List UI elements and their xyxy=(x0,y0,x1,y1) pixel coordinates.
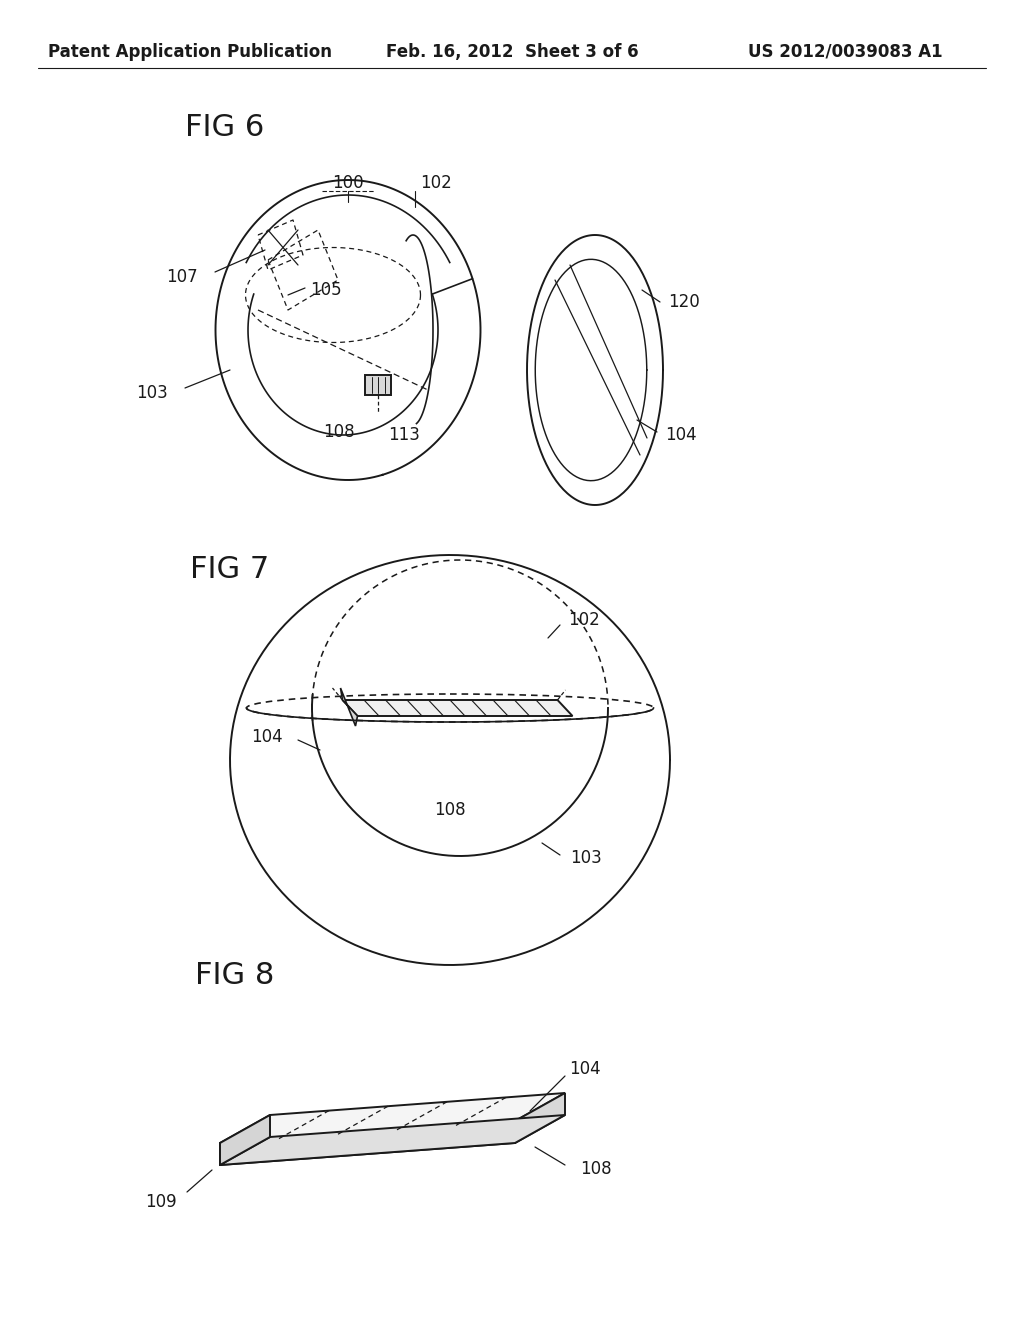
Polygon shape xyxy=(220,1115,270,1166)
Polygon shape xyxy=(220,1115,565,1166)
Text: FIG 7: FIG 7 xyxy=(190,556,269,585)
Text: 100: 100 xyxy=(332,174,364,191)
Text: 104: 104 xyxy=(251,729,283,746)
Text: 108: 108 xyxy=(324,422,355,441)
Polygon shape xyxy=(220,1121,515,1166)
Text: 104: 104 xyxy=(665,426,696,444)
Text: 107: 107 xyxy=(166,268,198,286)
Bar xyxy=(365,375,391,395)
Polygon shape xyxy=(515,1093,565,1143)
Polygon shape xyxy=(342,700,572,715)
Text: 109: 109 xyxy=(145,1193,177,1210)
Text: 103: 103 xyxy=(136,384,168,403)
Text: 102: 102 xyxy=(568,611,600,630)
Text: 108: 108 xyxy=(434,801,466,818)
Text: 103: 103 xyxy=(570,849,602,867)
Text: FIG 6: FIG 6 xyxy=(185,114,264,143)
Text: 108: 108 xyxy=(580,1160,611,1177)
Text: 104: 104 xyxy=(569,1060,601,1078)
Text: 102: 102 xyxy=(420,174,452,191)
Polygon shape xyxy=(341,688,357,726)
Text: Feb. 16, 2012  Sheet 3 of 6: Feb. 16, 2012 Sheet 3 of 6 xyxy=(386,44,638,61)
Text: Patent Application Publication: Patent Application Publication xyxy=(48,44,332,61)
Text: FIG 8: FIG 8 xyxy=(195,961,274,990)
Text: US 2012/0039083 A1: US 2012/0039083 A1 xyxy=(748,44,942,61)
Text: 105: 105 xyxy=(310,281,342,300)
Polygon shape xyxy=(220,1093,565,1143)
Text: 120: 120 xyxy=(668,293,699,312)
Text: 113: 113 xyxy=(388,426,420,444)
